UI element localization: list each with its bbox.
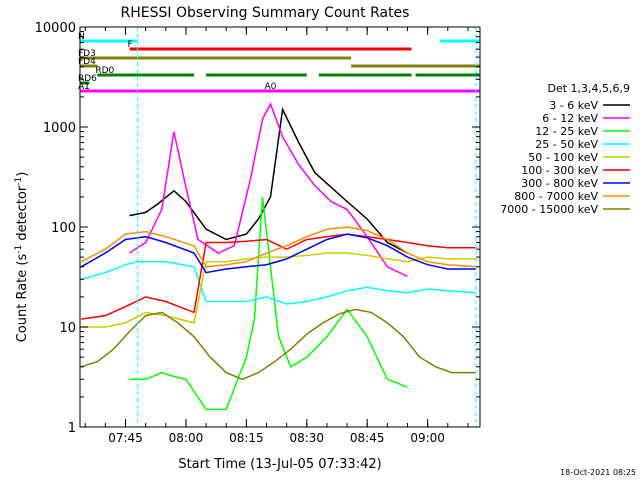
series-line-1 [129,102,408,278]
series-line-5 [81,233,476,320]
y-axis-label-sup2: -1 [14,177,24,186]
x-tick-label-2: 08:15 [229,431,264,445]
flag-label-a1: A1 [78,82,90,92]
legend-title: Det 1,3,4,5,6,9 [547,82,630,95]
x-tick-label-3: 08:30 [289,431,324,445]
y-tick-label-2: 100 [51,221,76,236]
x-tick-label-4: 08:45 [350,431,385,445]
plot-frame [79,26,481,428]
flag-label-fd4: FD4 [78,57,96,67]
legend-label-0: 3 - 6 keV [549,99,598,112]
flag-label-a0: A0 [265,82,277,92]
y-axis-label-end: ) [15,172,30,177]
flag-label-rd0: RD0 [95,66,114,76]
flag-label-fd3: FD3 [78,49,96,59]
y-axis-ticks: 1 10 100 1000 10000 [35,21,480,436]
y-tick-label-3: 1000 [43,121,76,136]
series-line-4 [81,252,476,328]
y-axis-label-mid: detector [15,185,30,245]
series-line-7 [80,226,477,268]
y-tick-label-0: 1 [68,421,76,436]
legend-label-3: 25 - 50 keV [535,138,598,151]
legend-label-5: 100 - 300 keV [521,164,598,177]
series-line-6 [80,233,476,274]
x-tick-label-1: 08:00 [169,431,204,445]
y-axis-label-main: Count Rate (s [15,254,30,343]
legend-label-1: 6 - 12 keV [542,112,598,125]
flag-label-rd6: RD6 [78,74,97,84]
legend-label-8: 7000 - 15000 keV [500,203,598,216]
series-line-8 [80,308,476,381]
x-tick-label-5: 09:00 [410,431,445,445]
x-axis-ticks: 07:45 08:00 08:15 08:30 08:45 09:00 [84,27,469,445]
y-tick-label-1: 10 [59,321,76,336]
legend-label-4: 50 - 100 keV [528,151,598,164]
chart-title: RHESSI Observing Summary Count Rates [121,5,410,21]
x-tick-label-0: 07:45 [108,431,143,445]
series-line-2 [129,196,408,411]
x-axis-label: Start Time (13-Jul-05 07:33:42) [178,457,381,472]
y-axis-label: Count Rate (s-1 detector-1) [14,172,30,343]
series-line-3 [80,260,477,305]
timestamp: 18-Oct-2021 08:25 [560,468,636,477]
flag-label-f: F [128,40,133,50]
legend-label-7: 800 - 7000 keV [514,190,598,203]
legend-label-6: 300 - 800 keV [521,177,598,190]
y-axis-label-sup1: -1 [14,245,24,254]
legend-label-2: 12 - 25 keV [535,125,598,138]
y-tick-label-4: 10000 [35,21,76,36]
